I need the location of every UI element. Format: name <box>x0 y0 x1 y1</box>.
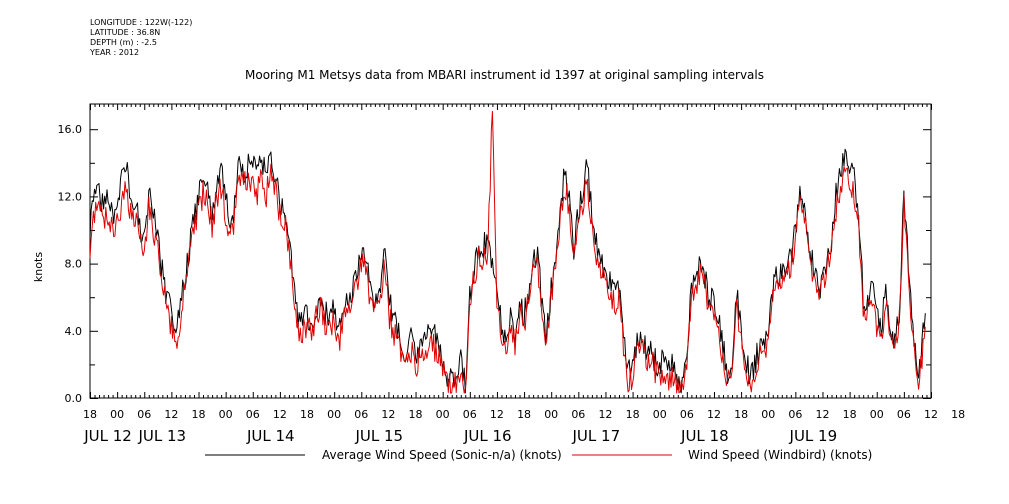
x-tick-label: 00 <box>219 408 233 421</box>
x-tick-label: 18 <box>300 408 314 421</box>
x-tick-label: 00 <box>110 408 124 421</box>
y-tick-label: 12.0 <box>58 190 83 203</box>
x-date-label: JUL 17 <box>572 427 621 445</box>
x-tick-label: 18 <box>517 408 531 421</box>
x-tick-label: 06 <box>463 408 477 421</box>
x-date-label: JUL 15 <box>354 427 403 445</box>
x-date-label: JUL 16 <box>463 427 512 445</box>
y-tick-label: 4.0 <box>65 325 83 338</box>
x-tick-label: 12 <box>273 408 287 421</box>
x-tick-label: 18 <box>409 408 423 421</box>
legend-label-sonic: Average Wind Speed (Sonic-n/a) (knots) <box>322 448 562 462</box>
y-tick-label: 0.0 <box>65 392 83 405</box>
plot-border <box>89 103 932 399</box>
x-tick-label: 18 <box>843 408 857 421</box>
x-tick-label: 06 <box>246 408 260 421</box>
chart-title: Mooring M1 Metsys data from MBARI instru… <box>245 68 764 82</box>
x-tick-label: 18 <box>83 408 97 421</box>
x-date-label: JUL 18 <box>680 427 729 445</box>
x-tick-label: 06 <box>680 408 694 421</box>
legend-label-windbird: Wind Speed (Windbird) (knots) <box>688 448 872 462</box>
x-tick-label: 12 <box>924 408 938 421</box>
x-tick-label: 18 <box>626 408 640 421</box>
x-tick-label: 00 <box>653 408 667 421</box>
x-tick-label: 18 <box>951 408 965 421</box>
series-layer <box>89 110 926 394</box>
x-tick-label: 12 <box>164 408 178 421</box>
x-date-label: JUL 19 <box>789 427 838 445</box>
latitude-label: LATITUDE : 36.8N <box>90 28 161 37</box>
x-axis: 18 00 06 12 18 00 06 12 18 00 06 12 18 00 06 12 18 00 06 12… <box>83 408 965 445</box>
mooring-metadata: LONGITUDE : 122W(-122) LATITUDE : 36.8N … <box>90 18 192 58</box>
longitude-label: LONGITUDE : 122W(-122) <box>90 18 193 27</box>
x-tick-label: 06 <box>788 408 802 421</box>
x-tick-label: 06 <box>137 408 151 421</box>
x-tick-label: 06 <box>354 408 368 421</box>
x-tick-label: 00 <box>870 408 884 421</box>
x-tick-label: 06 <box>571 408 585 421</box>
x-tick-label: 06 <box>897 408 911 421</box>
depth-label: DEPTH (m) : -2.5 <box>90 38 157 47</box>
legend: Average Wind Speed (Sonic-n/a) (knots) W… <box>205 448 872 462</box>
y-tick-label: 8.0 <box>65 258 83 271</box>
x-tick-label: 00 <box>436 408 450 421</box>
y-axis: 0.0 4.0 8.0 12.0 16.0 <box>58 123 931 405</box>
year-label: YEAR : 2012 <box>90 48 140 57</box>
x-tick-label: 12 <box>490 408 504 421</box>
x-tick-label: 12 <box>815 408 829 421</box>
x-tick-label: 18 <box>734 408 748 421</box>
plot-frame <box>89 103 932 399</box>
y-tick-label: 16.0 <box>58 123 83 136</box>
series-line-sonic <box>89 148 926 394</box>
x-date-label: JUL 14 <box>246 427 295 445</box>
x-tick-label: 12 <box>598 408 612 421</box>
x-tick-label: 00 <box>544 408 558 421</box>
x-tick-label: 12 <box>707 408 721 421</box>
x-tick-label: 00 <box>327 408 341 421</box>
x-date-label: JUL 13 <box>137 427 186 445</box>
x-date-label: JUL 12 <box>83 427 132 445</box>
x-tick-label: 00 <box>761 408 775 421</box>
x-tick-label: 12 <box>381 408 395 421</box>
y-axis-label: knots <box>32 252 45 282</box>
x-tick-label: 18 <box>192 408 206 421</box>
series-line-windbird <box>89 110 926 394</box>
